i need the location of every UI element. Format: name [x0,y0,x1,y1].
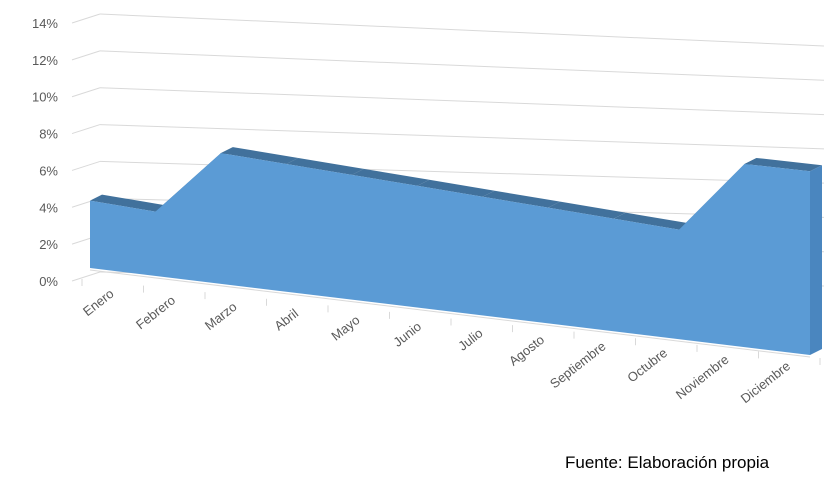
x-tick-label-febrero: Febrero [133,292,178,332]
gridline [99,50,824,81]
y-tick-label: 8% [39,127,58,142]
area-series [90,147,822,355]
y-tick-label: 4% [39,200,58,215]
y-tick-label: 12% [32,53,58,68]
x-tick-label-julio: Julio [455,325,485,353]
y-axis-ticks: 0% 2% 4% 6% 8% 10% 12% 14% [32,16,58,289]
x-tick-label-abril: Abril [271,306,301,334]
gridline-side [71,87,101,98]
area-top-edge [613,212,692,230]
x-tick-label-diciembre: Diciembre [738,358,793,406]
gridline-side [71,160,101,171]
x-tick-label-junio: Junio [390,319,424,350]
x-tick-label-septiembre: Septiembre [547,339,609,392]
area-top-edge [351,168,430,186]
source-note: Fuente: Elaboración propia [565,453,770,472]
area-top-edge [548,201,626,219]
y-tick-label: 6% [39,163,58,178]
gridline [99,13,824,47]
x-tick-label-marzo: Marzo [202,299,240,333]
area-side-face [810,165,822,355]
x-tick-label-enero: Enero [80,286,117,319]
x-tick-label-noviembre: Noviembre [673,352,732,403]
x-tick-label-mayo: Mayo [328,312,362,343]
gridline [99,124,824,150]
gridline-side [71,124,101,135]
gridline-side [71,50,101,61]
x-tick-label-agosto: Agosto [506,332,547,369]
gridline [99,87,824,116]
x-tick-label-octubre: Octubre [624,345,670,385]
y-tick-label: 0% [39,274,58,289]
gridline-side [71,13,101,24]
area-top-edge [90,194,168,212]
y-tick-label: 2% [39,237,58,252]
area-top-edge [286,157,364,175]
gridline-side [71,271,101,282]
y-tick-label: 14% [32,16,58,31]
x-axis-line [89,269,811,358]
area-front-face [90,153,810,355]
area-top-edge [220,147,299,164]
y-tick-label: 10% [32,90,58,105]
area-top-edge [744,157,822,172]
area-top-edge [417,179,495,197]
area-top-edge [482,190,561,208]
